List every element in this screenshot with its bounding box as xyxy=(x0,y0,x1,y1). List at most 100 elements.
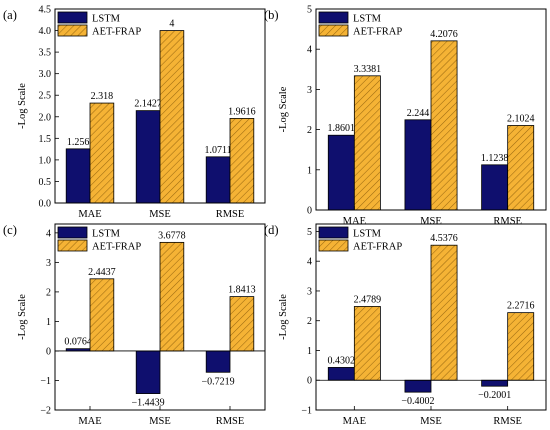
y-axis-title: -Log Scale xyxy=(17,294,28,340)
y-tick-label: 1 xyxy=(307,165,312,176)
y-tick-label: 1.5 xyxy=(39,134,52,145)
y-tick-label: −2 xyxy=(40,406,51,417)
panel-label: (b) xyxy=(264,8,279,22)
lstm-bar xyxy=(135,110,161,204)
lstm-bar xyxy=(205,156,231,204)
data-label: 1.1238 xyxy=(481,153,509,164)
data-label: −0.4002 xyxy=(401,396,434,407)
data-label: 1.9616 xyxy=(228,106,256,117)
data-label: 2.4789 xyxy=(354,294,382,305)
category-label: MAE xyxy=(343,216,366,227)
chart-panel: 0.4302 −0.4002 −0.2001 2.4789 4.5376 2.2716 −1… xyxy=(264,223,547,427)
data-label: 2.318 xyxy=(91,91,114,102)
data-label: 2.2716 xyxy=(507,301,535,312)
lstm-bar xyxy=(404,379,432,393)
data-label: 0.0764 xyxy=(64,337,92,348)
category-label: MSE xyxy=(420,416,442,427)
y-tick-label: 4 xyxy=(307,257,312,268)
lstm-bar xyxy=(327,367,355,381)
data-label: 2.1427 xyxy=(134,99,162,110)
y-tick-label: 4 xyxy=(46,228,51,239)
lstm-bar xyxy=(65,148,91,204)
legend-swatch-aet-frap xyxy=(57,24,88,37)
aet-frap-bar xyxy=(507,125,535,211)
legend-label: AET-FRAP xyxy=(353,242,402,253)
y-tick-label: 2 xyxy=(307,316,312,327)
y-tick-label: 0 xyxy=(307,206,312,217)
y-tick-label: 5 xyxy=(307,5,312,16)
category-label: MSE xyxy=(149,209,171,220)
legend-swatch-aet-frap xyxy=(318,24,349,37)
aet-frap-bar xyxy=(159,241,185,352)
legend-swatch-lstm xyxy=(57,11,88,24)
lstm-bar xyxy=(481,164,509,211)
data-label: 1.8601 xyxy=(328,123,356,134)
y-tick-label: 4.5 xyxy=(39,5,52,16)
category-label: MAE xyxy=(78,209,101,220)
lstm-bar xyxy=(404,119,432,211)
data-label: 2.1024 xyxy=(507,113,535,124)
aet-frap-bar xyxy=(430,244,458,381)
category-label: MAE xyxy=(343,416,366,427)
aet-frap-bar xyxy=(229,296,255,352)
y-axis-title: -Log Scale xyxy=(17,83,28,129)
y-axis-title: -Log Scale xyxy=(278,294,289,340)
aet-frap-bar xyxy=(159,30,185,204)
y-tick-label: 0.5 xyxy=(39,177,52,188)
panel-label: (c) xyxy=(3,223,17,237)
y-tick-label: 3.5 xyxy=(39,48,52,59)
legend-label: AET-FRAP xyxy=(92,27,141,38)
data-label: 1.8413 xyxy=(228,285,256,296)
category-label: MAE xyxy=(78,416,101,427)
y-tick-label: 3 xyxy=(307,85,312,96)
legend-label: LSTM xyxy=(353,14,382,25)
data-label: 4.5376 xyxy=(430,233,458,244)
data-label: 3.6778 xyxy=(158,230,186,241)
y-tick-label: 0 xyxy=(46,346,51,357)
data-label: 1.0711 xyxy=(205,145,232,156)
y-tick-label: 1 xyxy=(46,317,51,328)
panel-label: (d) xyxy=(264,223,279,237)
legend-label: LSTM xyxy=(353,229,382,240)
y-tick-label: 3 xyxy=(46,258,51,269)
category-label: RMSE xyxy=(216,416,245,427)
y-tick-label: 1 xyxy=(307,346,312,357)
data-label: 0.4302 xyxy=(328,355,356,366)
legend-label: LSTM xyxy=(92,229,121,240)
legend-label: AET-FRAP xyxy=(92,242,141,253)
y-tick-label: 0.0 xyxy=(39,199,52,210)
y-tick-label: −1 xyxy=(301,406,312,417)
data-label: 2.4437 xyxy=(88,267,116,278)
y-tick-label: 2.5 xyxy=(39,91,52,102)
data-label: −0.2001 xyxy=(478,390,511,401)
aet-frap-bar xyxy=(229,118,255,204)
y-tick-label: 2.0 xyxy=(39,112,52,123)
legend-label: AET-FRAP xyxy=(353,27,402,38)
aet-frap-bar xyxy=(89,278,115,352)
chart-panel: 1.256 2.1427 1.0711 2.318 4 1.9616 0.0 0.5 1.0 1.… xyxy=(3,5,266,220)
chart-panel: 1.8601 2.244 1.1238 3.3381 4.2076 2.1024 0 1 2 3 4… xyxy=(264,5,547,227)
category-label: RMSE xyxy=(493,216,522,227)
y-tick-label: 0 xyxy=(307,376,312,387)
data-label: 4.2076 xyxy=(430,29,458,40)
aet-frap-bar xyxy=(89,102,115,204)
aet-frap-bar xyxy=(353,306,381,381)
data-label: 3.3381 xyxy=(354,64,382,75)
data-label: 2.244 xyxy=(407,108,430,119)
legend-label: LSTM xyxy=(92,14,121,25)
data-label: −0.7219 xyxy=(202,376,235,387)
data-label: 4 xyxy=(169,19,174,30)
panels: 1.256 2.1427 1.0711 2.318 4 1.9616 0.0 0.5 1.0 1.… xyxy=(3,5,547,427)
legend-swatch-lstm xyxy=(318,11,349,24)
legend-swatch-aet-frap xyxy=(57,239,88,252)
y-axis-title: -Log Scale xyxy=(278,86,289,132)
lstm-bar xyxy=(135,350,161,394)
lstm-bar xyxy=(327,134,355,211)
aet-frap-bar xyxy=(353,75,381,211)
category-label: RMSE xyxy=(216,209,245,220)
category-label: MSE xyxy=(149,416,171,427)
y-tick-label: 3 xyxy=(307,286,312,297)
aet-frap-bar xyxy=(507,312,535,381)
y-tick-label: 5 xyxy=(307,227,312,238)
